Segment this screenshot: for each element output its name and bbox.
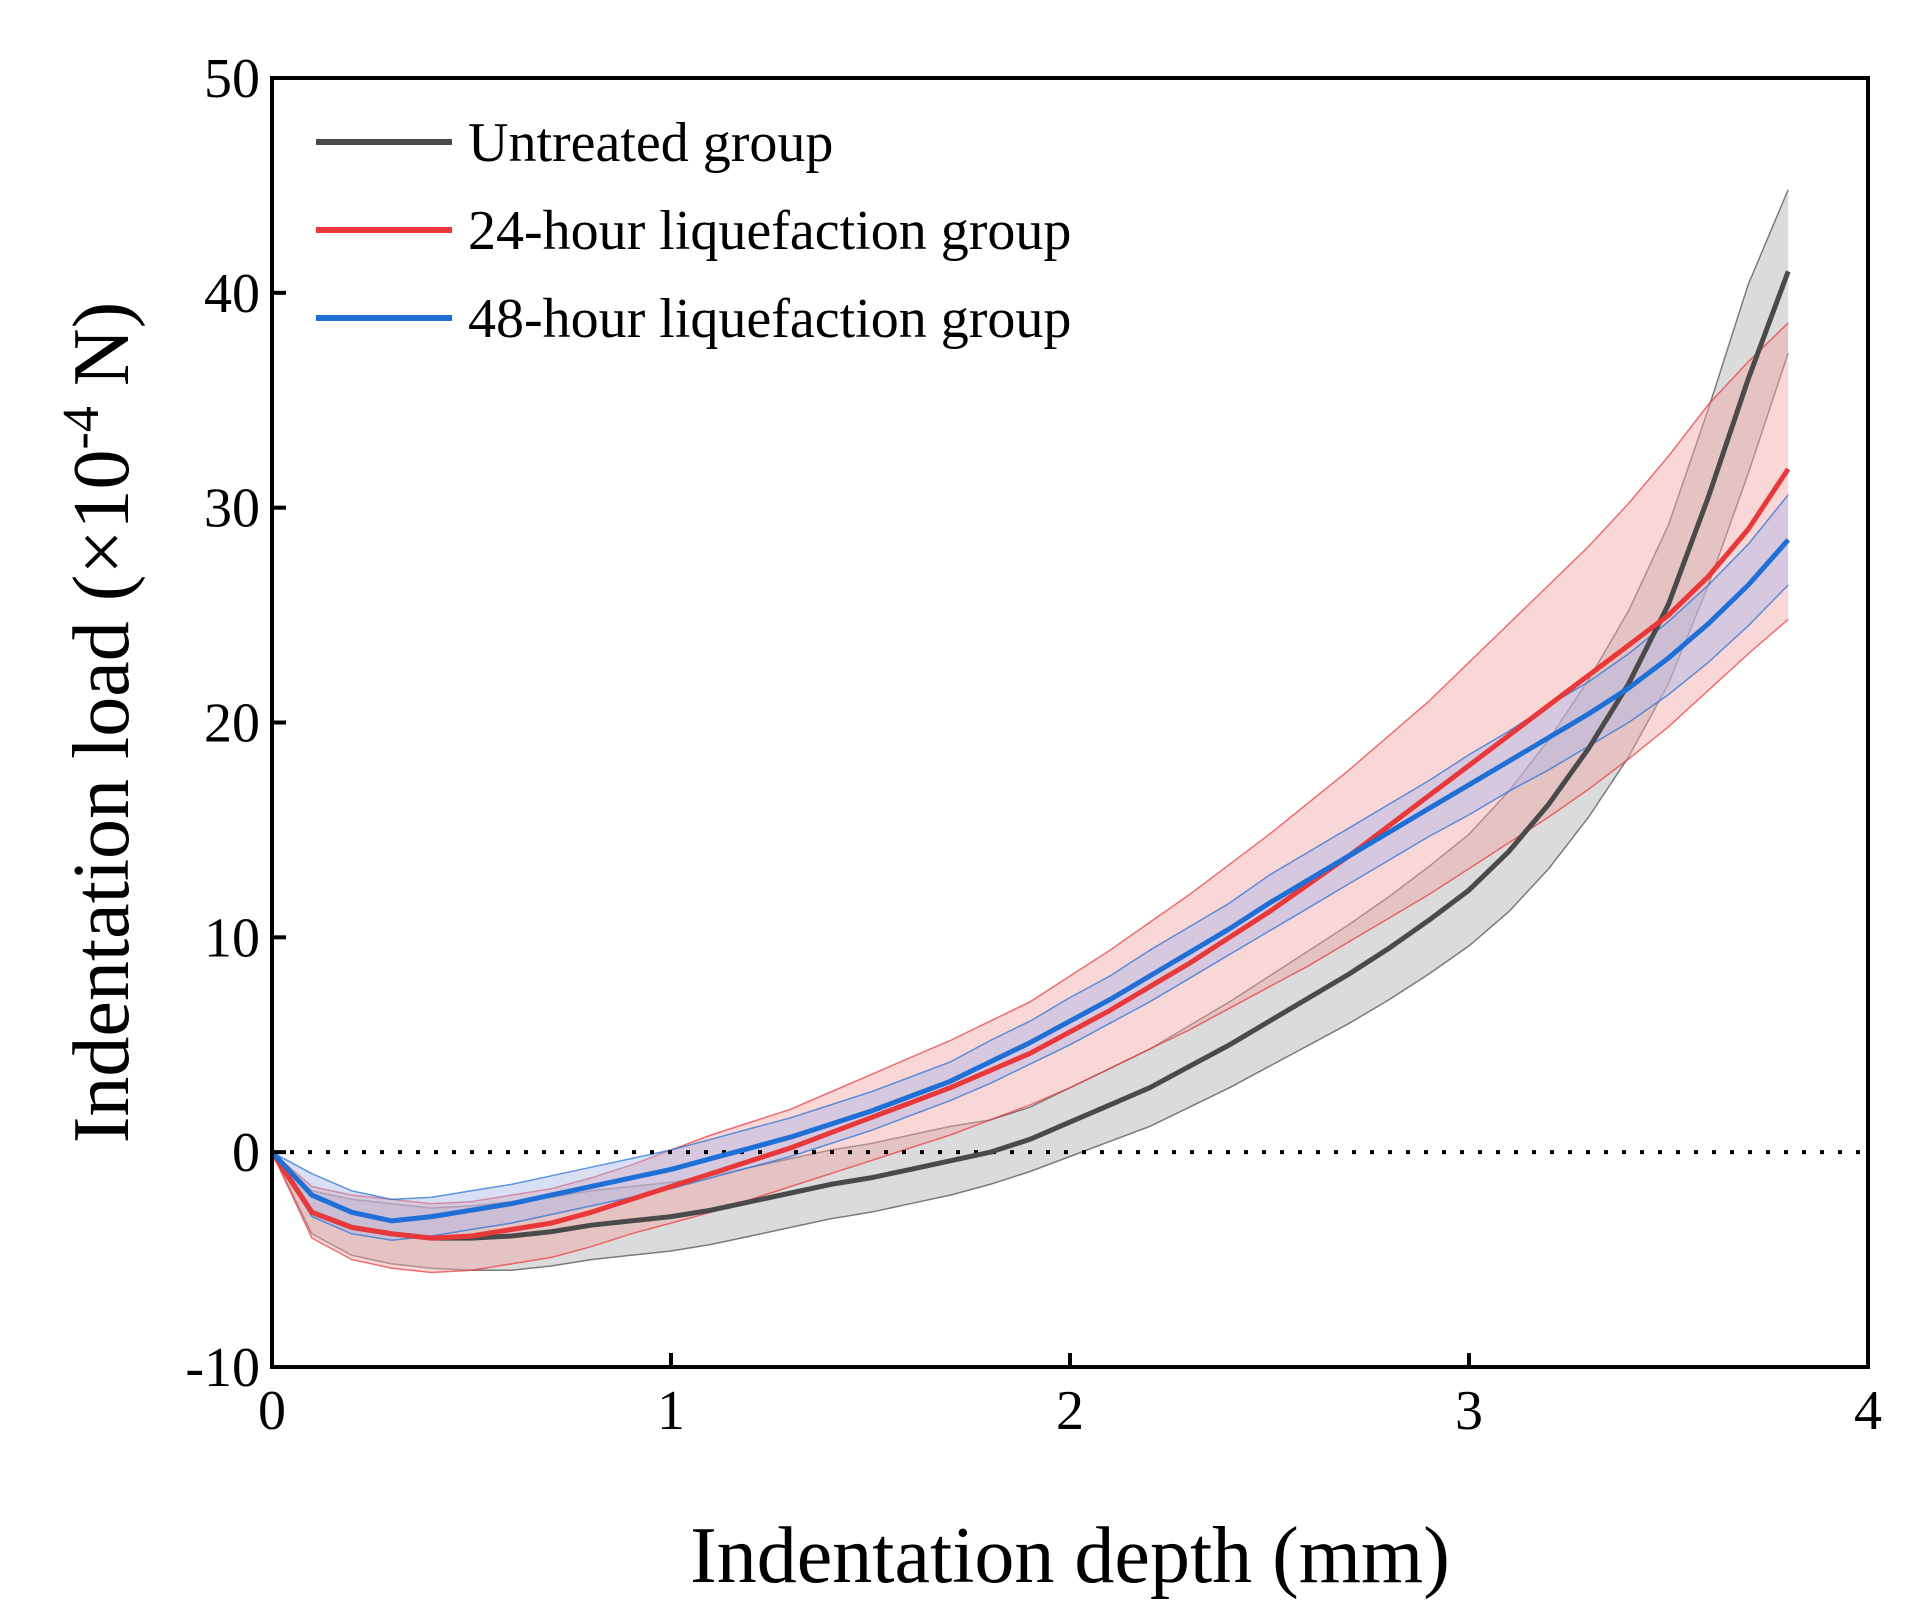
series-line-48-hour-liquefaction-group [270, 538, 1791, 1224]
band-24-hour-liquefaction-group [272, 322, 1789, 1273]
x-tick-label: 3 [1455, 1380, 1483, 1442]
legend-label-48-hour-liquefaction-group: 48-hour liquefaction group [468, 288, 1071, 350]
y-tick-label: 50 [204, 48, 260, 110]
x-tick-labels: 0 1 2 3 4 [258, 1380, 1882, 1442]
band-lower-untreated-group [271, 352, 1789, 1272]
y-axis-title-suffix: N) [58, 302, 146, 406]
y-axis-title: Indentation load (×10-4 N) [53, 302, 146, 1144]
y-tick-label: 30 [204, 478, 260, 540]
series-lines [269, 270, 1791, 1241]
band-lower-24-hour-liquefaction-group [271, 618, 1789, 1274]
axis-ticks [270, 76, 1870, 1369]
y-tick-label: 40 [204, 263, 260, 325]
y-tick-label: 20 [204, 693, 260, 755]
y-tick-label: 10 [204, 907, 260, 969]
y-tick-labels: -10 0 10 20 30 40 50 [185, 48, 260, 1399]
legend-label-24-hour-liquefaction-group: 24-hour liquefaction group [468, 200, 1071, 262]
legend: Untreated group 24-hour liquefaction grou… [316, 112, 1071, 350]
x-tick-label: 2 [1056, 1380, 1084, 1442]
x-tick-label: 4 [1854, 1380, 1882, 1442]
legend-label-untreated-group: Untreated group [468, 112, 833, 174]
series-line-untreated-group [269, 270, 1791, 1241]
y-tick-label: 0 [232, 1122, 260, 1184]
x-axis-title: Indentation depth (mm) [690, 1512, 1450, 1600]
y-tick-label: -10 [185, 1337, 260, 1399]
band-upper-24-hour-liquefaction-group [271, 322, 1789, 1205]
band-lower-48-hour-liquefaction-group [271, 584, 1789, 1241]
y-axis-title-exponent: -4 [53, 406, 110, 449]
y-axis-title-prefix: Indentation load (×10 [58, 449, 146, 1143]
x-tick-label: 1 [657, 1380, 685, 1442]
series-line-24-hour-liquefaction-group [269, 467, 1791, 1241]
x-tick-label: 0 [258, 1380, 286, 1442]
